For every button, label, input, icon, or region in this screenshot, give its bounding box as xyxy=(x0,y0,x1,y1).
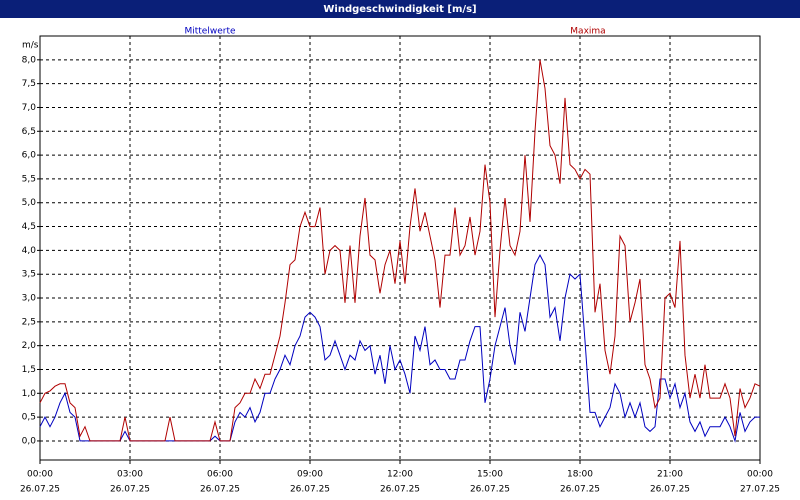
x-tick-label: 00:00 xyxy=(747,470,773,480)
y-tick-label: 8,0 xyxy=(22,55,37,65)
y-tick-label: 2,0 xyxy=(22,341,37,351)
x-tick-date: 26.07.25 xyxy=(470,485,510,495)
legend-label: Mittelwerte xyxy=(184,27,235,37)
y-tick-label: 2,5 xyxy=(22,317,36,327)
title-bar xyxy=(0,0,800,18)
x-tick-date: 26.07.25 xyxy=(380,485,420,495)
x-tick-label: 18:00 xyxy=(567,470,593,480)
x-tick-label: 00:00 xyxy=(27,470,53,480)
x-tick-label: 21:00 xyxy=(657,470,683,480)
x-tick-date: 26.07.25 xyxy=(650,485,690,495)
x-tick-label: 15:00 xyxy=(477,470,503,480)
x-tick-date: 27.07.25 xyxy=(740,485,780,495)
y-tick-label: 5,5 xyxy=(22,174,36,184)
y-tick-label: 0,0 xyxy=(22,436,37,446)
x-tick-label: 06:00 xyxy=(207,470,233,480)
y-tick-label: 1,5 xyxy=(22,365,36,375)
x-tick-date: 26.07.25 xyxy=(20,485,60,495)
legend-label: Maxima xyxy=(570,27,605,37)
y-tick-label: 7,0 xyxy=(22,103,37,113)
chart-title: Windgeschwindigkeit [m/s] xyxy=(323,4,476,15)
y-tick-label: 0,5 xyxy=(22,413,36,423)
y-tick-label: 4,5 xyxy=(22,222,36,232)
x-tick-date: 26.07.25 xyxy=(560,485,600,495)
y-tick-label: 7,5 xyxy=(22,79,36,89)
x-tick-label: 03:00 xyxy=(117,470,143,480)
y-tick-label: 6,5 xyxy=(22,127,36,137)
y-tick-label: 3,5 xyxy=(22,270,36,280)
y-tick-label: 3,0 xyxy=(22,294,37,304)
y-tick-label: 5,0 xyxy=(22,198,37,208)
y-tick-label: 6,0 xyxy=(22,151,37,161)
x-tick-label: 09:00 xyxy=(297,470,323,480)
x-tick-label: 12:00 xyxy=(387,470,413,480)
x-tick-date: 26.07.25 xyxy=(110,485,150,495)
x-tick-date: 26.07.25 xyxy=(290,485,330,495)
x-tick-date: 26.07.25 xyxy=(200,485,240,495)
y-tick-label: 4,0 xyxy=(22,246,37,256)
y-unit: m/s xyxy=(22,41,39,51)
y-tick-label: 1,0 xyxy=(22,389,37,399)
series-line xyxy=(39,59,761,442)
